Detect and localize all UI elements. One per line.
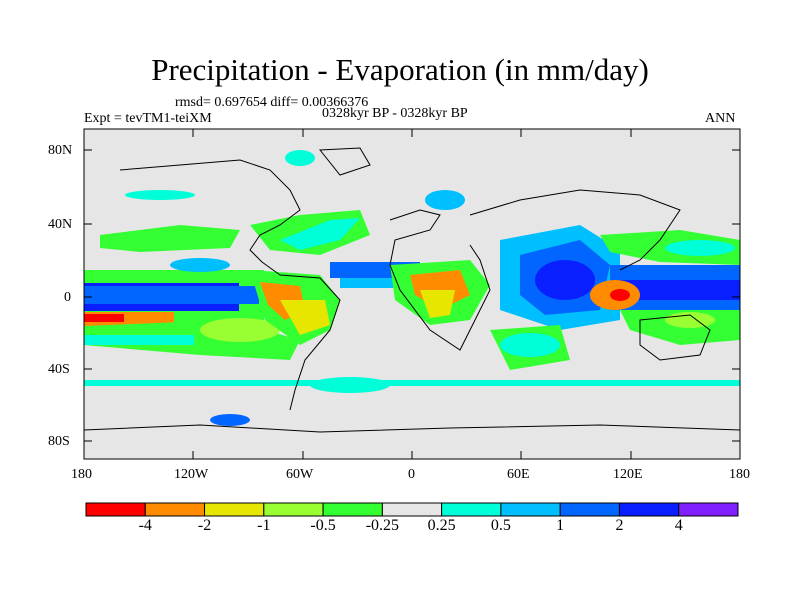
north-pacific-cyan-streak <box>125 190 195 200</box>
x-tick-label-120e: 120E <box>613 467 643 482</box>
southern-ocean-cyan-patch <box>310 377 390 393</box>
colorbar-swatch <box>678 502 739 517</box>
colorbar-swatch <box>381 502 443 517</box>
north-west-pacific-cyan-patch <box>665 240 735 256</box>
indian-ocean-core <box>535 260 595 300</box>
y-tick-label-0: 0 <box>64 290 71 305</box>
indian-ocean-cyan-patch <box>500 333 560 357</box>
coast-south-america <box>279 274 341 411</box>
map-title: Precipitation - Evaporation (in mm/day) <box>151 52 649 87</box>
colorbar-swatch <box>618 502 680 517</box>
coast-greenland <box>318 147 371 176</box>
north-atlantic-cyan-region <box>280 218 360 250</box>
colorbar-label: -4 <box>138 517 152 534</box>
amazon-yellow-region <box>280 300 330 335</box>
colorbar-swatch <box>441 502 502 517</box>
colorbar-swatch <box>322 502 383 517</box>
colorbar-swatch <box>500 502 561 517</box>
coast-asia <box>469 189 681 271</box>
coast-europe-africa <box>389 209 491 351</box>
y-axis-ticks <box>84 149 740 442</box>
y-tick-label-40n: 40N <box>48 217 73 232</box>
coast-north-america <box>119 159 301 276</box>
north-pacific-green-region <box>100 225 240 252</box>
y-tick-label-80n: 80N <box>48 143 73 158</box>
colorbar-label: -2 <box>197 517 212 534</box>
coast-antarctica <box>84 424 740 433</box>
colorbar-swatch <box>144 502 206 517</box>
colorbar-label: 0.5 <box>490 517 511 534</box>
season-label: ANN <box>705 111 736 126</box>
colorbar-swatch <box>204 502 265 517</box>
coast-australia <box>639 314 711 361</box>
x-tick-label-60e: 60E <box>507 467 530 482</box>
colorbar-label: 4 <box>674 517 683 534</box>
colorbar-label: -0.5 <box>310 517 336 534</box>
atlantic-cyan-strip <box>340 278 410 288</box>
africa-yellow-region <box>420 290 455 318</box>
south-pacific-cyan-strip <box>84 335 194 345</box>
x-tick-label-180-left: 180 <box>71 467 92 482</box>
arctic-blue-patch <box>425 190 465 210</box>
stats-label: rmsd= 0.697654 diff= 0.00366376 <box>175 95 369 110</box>
experiment-label: Expt = tevTM1-teiXM <box>84 111 212 126</box>
colorbar-label: 0.25 <box>427 517 456 534</box>
north-pacific-cyan-patch <box>170 258 230 272</box>
x-tick-label-0: 0 <box>408 467 415 482</box>
colorbar-label: 2 <box>615 517 624 534</box>
south-pacific-yellow-patch <box>200 318 280 342</box>
colorbar-label: 1 <box>556 517 565 534</box>
colorbar-swatch <box>85 502 146 517</box>
colorbar-swatch <box>263 502 324 517</box>
southern-ocean-cyan-band <box>84 380 740 386</box>
colorbar-label: -1 <box>257 517 271 534</box>
x-tick-label-60w: 60W <box>286 467 314 482</box>
colorbar-label: -0.25 <box>365 517 400 534</box>
y-tick-label-80s: 80S <box>48 434 70 449</box>
x-tick-label-120w: 120W <box>174 467 209 482</box>
y-tick-label-40s: 40S <box>48 362 70 377</box>
south-pacific-dry-core <box>84 314 124 322</box>
south-west-pacific-yellow-patch <box>665 312 715 328</box>
period-label: 0328kyr BP - 0328kyr BP <box>322 106 468 121</box>
east-pacific-blue-band <box>84 286 259 304</box>
coastlines <box>84 147 740 433</box>
maritime-dry-core <box>610 289 630 301</box>
colorbar <box>85 502 739 517</box>
arctic-cyan-patch <box>285 150 315 166</box>
antarctic-blue-patch <box>210 414 250 426</box>
map-field <box>84 129 740 459</box>
x-axis-ticks <box>192 129 632 459</box>
x-tick-label-180-right: 180 <box>729 467 750 482</box>
west-pacific-deep-blue-band <box>610 280 740 300</box>
colorbar-swatch <box>559 502 620 517</box>
